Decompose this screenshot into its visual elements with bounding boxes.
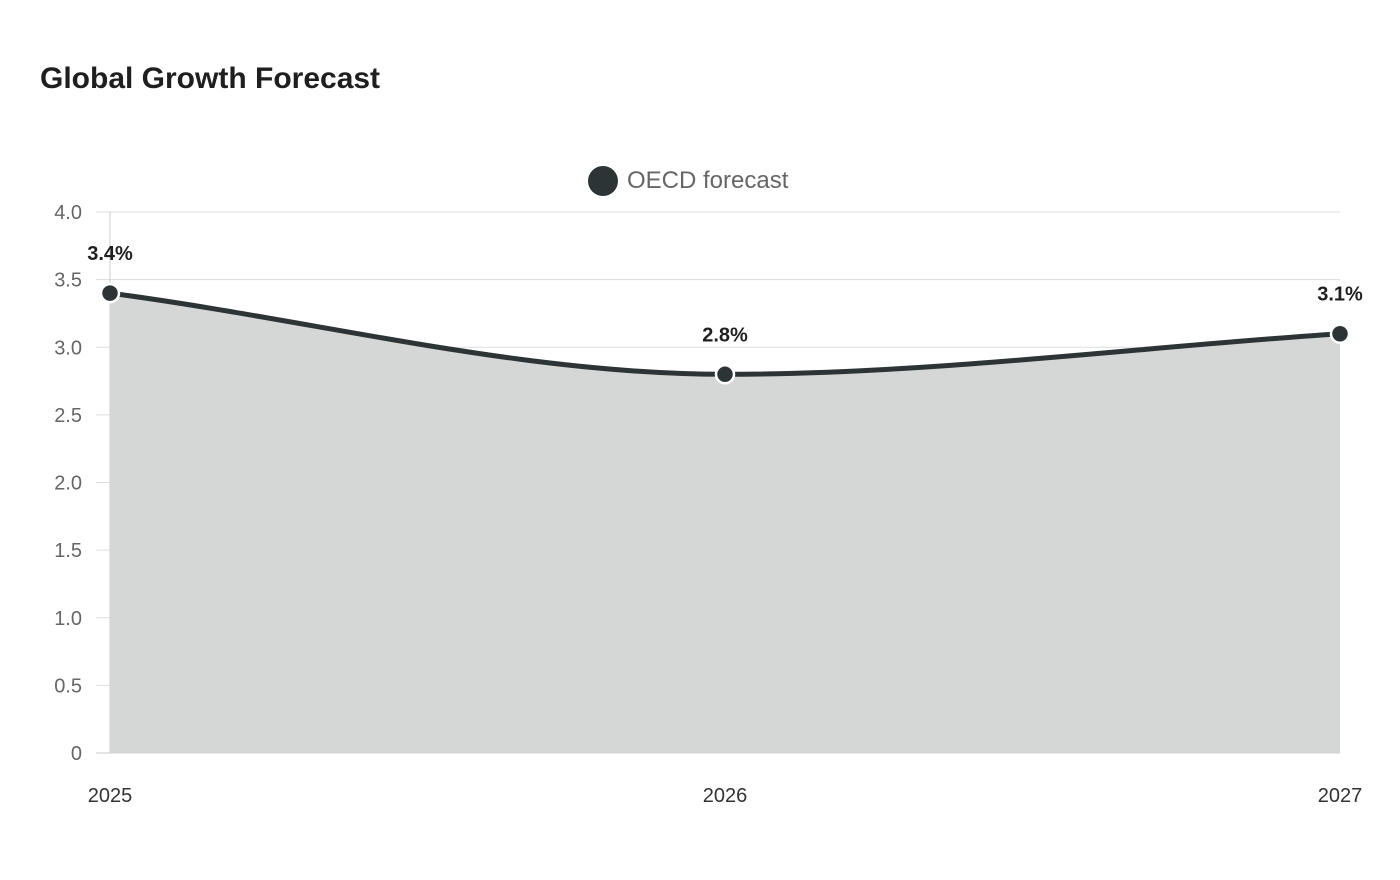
legend-label: OECD forecast [627, 167, 789, 194]
data-label: 3.4% [87, 243, 133, 265]
legend[interactable]: OECD forecast [588, 166, 789, 196]
x-tick-label: 2026 [703, 785, 748, 807]
y-tick-label: 2.0 [54, 473, 82, 495]
y-tick-label: 0 [71, 743, 82, 765]
data-label: 2.8% [702, 324, 748, 346]
data-point[interactable] [1329, 323, 1351, 344]
data-point[interactable] [99, 282, 121, 304]
y-tick-label: 1.5 [54, 540, 82, 562]
x-axis-ticks: 2025 2026 2027 [88, 785, 1363, 807]
y-tick-label: 1.0 [54, 608, 82, 630]
y-tick-label: 3.5 [54, 270, 82, 292]
series-area-fill [110, 293, 1340, 753]
x-tick-label: 2025 [88, 785, 133, 807]
y-tick-label: 4.0 [54, 202, 82, 224]
y-axis-ticks: 0 0.5 1.0 1.5 2.0 2.5 3.0 3.5 4.0 [54, 202, 82, 765]
legend-marker [588, 166, 618, 196]
x-tick-label: 2027 [1318, 785, 1363, 807]
data-points [99, 282, 1351, 385]
chart-title: Global Growth Forecast [40, 62, 381, 95]
y-tick-label: 0.5 [54, 675, 82, 697]
data-labels: 3.4% 2.8% 3.1% [87, 243, 1363, 346]
data-label: 3.1% [1317, 284, 1363, 306]
y-tick-label: 2.5 [54, 405, 82, 427]
y-tick-label: 3.0 [54, 337, 82, 359]
data-point[interactable] [714, 364, 736, 385]
